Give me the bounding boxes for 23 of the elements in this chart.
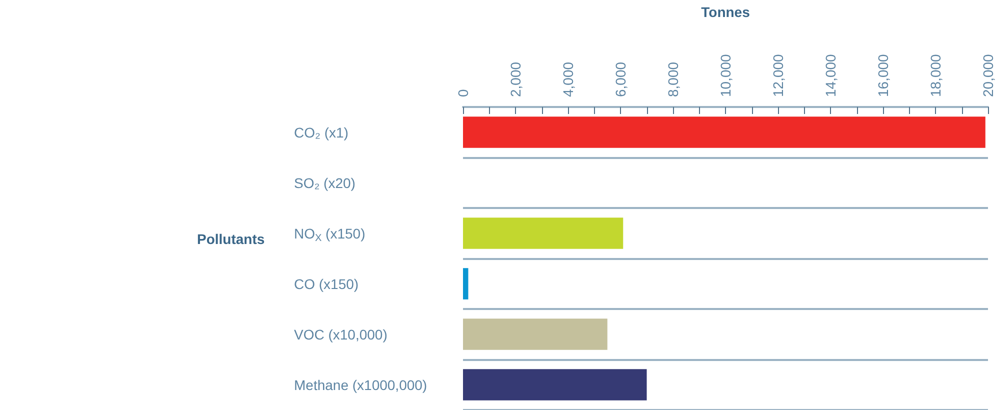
x-tick-label: 20,000 — [980, 54, 996, 97]
x-tick-label: 16,000 — [875, 54, 891, 97]
x-tick-label: 10,000 — [718, 54, 734, 97]
x-tick-label: 2,000 — [508, 62, 524, 97]
y-tick-label: Methane (x1000,000) — [294, 376, 428, 393]
x-tick-label: 14,000 — [822, 54, 838, 97]
y-tick-label: VOC (x10,000) — [294, 326, 388, 342]
bar — [463, 369, 647, 400]
y-tick-label: SO₂ (x20) — [294, 174, 356, 191]
y-tick-label: CO (x150) — [294, 276, 359, 292]
bar — [463, 218, 624, 249]
x-tick-label: 8,000 — [665, 62, 681, 97]
y-axis-title: Pollutants — [197, 231, 265, 247]
bar — [463, 318, 608, 350]
x-tick-label: 12,000 — [770, 54, 786, 97]
bar — [463, 116, 986, 148]
bar — [463, 268, 468, 300]
x-tick-label: 4,000 — [560, 62, 576, 97]
x-axis-title: Tonnes — [701, 4, 750, 20]
y-tick-label: CO₂ (x1) — [294, 124, 348, 140]
x-tick-label: 18,000 — [928, 54, 944, 97]
x-tick-label: 0 — [455, 89, 471, 97]
x-tick-label: 6,000 — [612, 62, 628, 97]
